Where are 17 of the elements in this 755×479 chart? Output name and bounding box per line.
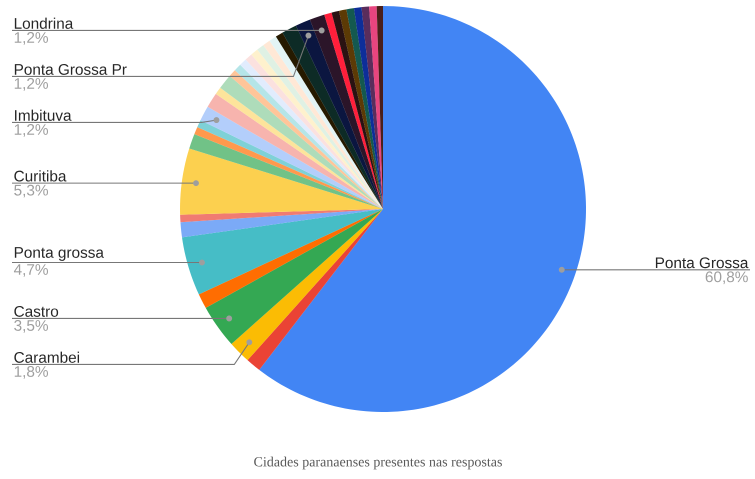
data-label: 1,2% — [14, 32, 48, 45]
slice-label: Imbituva — [15, 110, 72, 121]
slice-label: Ponta grossa — [14, 247, 104, 261]
data-label: 4,7% — [14, 264, 48, 277]
data-label: 1,2% — [14, 78, 48, 91]
slice-label: Castro — [14, 306, 58, 317]
data-label: 1,2% — [14, 124, 48, 137]
data-label: 60,8% — [706, 271, 748, 284]
slice-label: Londrina — [14, 18, 74, 29]
data-label: 3,5% — [14, 320, 48, 333]
slice-label: Ponta Grossa Pr — [14, 64, 127, 75]
data-label: 1,8% — [14, 366, 48, 379]
slice-label: Curitiba — [14, 170, 66, 182]
slice-label: Ponta Grossa — [656, 257, 748, 268]
text: Cidades paranaenses presentes nas respostas — [254, 456, 502, 470]
slice-label: Carambei — [14, 352, 80, 363]
data-label: 5,3% — [14, 184, 48, 198]
